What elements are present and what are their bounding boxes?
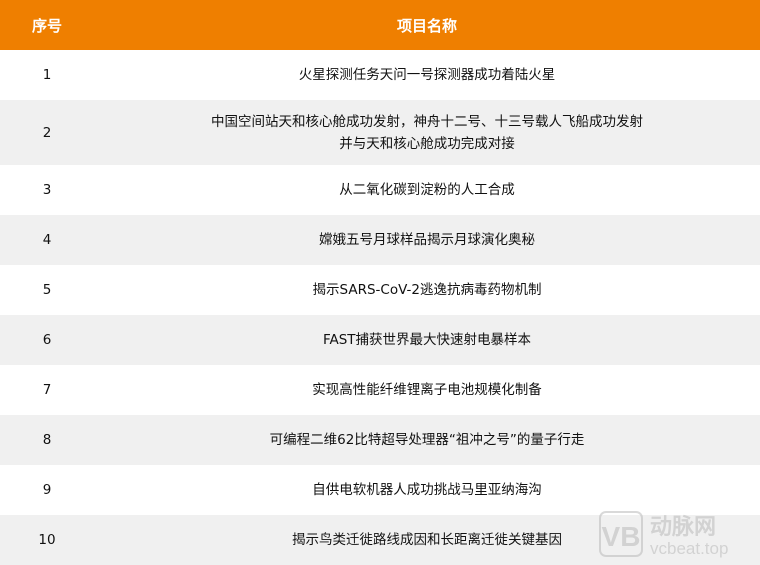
row-project-name: 实现高性能纤维锂离子电池规模化制备 bbox=[94, 365, 760, 415]
table-row: 3 从二氧化碳到淀粉的人工合成 bbox=[0, 165, 760, 215]
row-project-name: 揭示鸟类迁徙路线成因和长距离迁徙关键基因 bbox=[94, 515, 760, 565]
row-number: 5 bbox=[42, 282, 52, 298]
row-project-name: 揭示SARS-CoV-2逃逸抗病毒药物机制 bbox=[94, 265, 760, 315]
table-row: 2 中国空间站天和核心舱成功发射，神舟十二号、十三号载人飞船成功发射 并与天和核心舱… bbox=[0, 100, 760, 165]
header-number: 序号 bbox=[0, 0, 94, 50]
project-name-line: 火星探测任务天问一号探测器成功着陆火星 bbox=[298, 67, 556, 83]
row-project-name: FAST捕获世界最大快速射电暴样本 bbox=[94, 315, 760, 365]
project-name-line: 揭示SARS-CoV-2逃逸抗病毒药物机制 bbox=[312, 282, 542, 298]
project-name-line: 从二氧化碳到淀粉的人工合成 bbox=[339, 182, 515, 198]
project-name-line: FAST捕获世界最大快速射电暴样本 bbox=[322, 332, 532, 348]
project-name-line: 自供电软机器人成功挑战马里亚纳海沟 bbox=[312, 482, 542, 498]
row-project-name: 自供电软机器人成功挑战马里亚纳海沟 bbox=[94, 465, 760, 515]
project-name-line: 揭示鸟类迁徙路线成因和长距离迁徙关键基因 bbox=[292, 532, 562, 548]
row-number: 10 bbox=[0, 515, 94, 565]
row-number: 2 bbox=[0, 100, 94, 165]
table-row: 6 FAST捕获世界最大快速射电暴样本 bbox=[0, 315, 760, 365]
row-number: 1 bbox=[42, 67, 52, 83]
project-name-line: 并与天和核心舱成功完成对接 bbox=[339, 135, 515, 152]
table-row: 7 实现高性能纤维锂离子电池规模化制备 bbox=[0, 365, 760, 415]
row-number: 8 bbox=[0, 415, 94, 465]
project-name-line: 嫦娥五号月球样品揭示月球演化奥秘 bbox=[319, 232, 535, 248]
table-row: 1 火星探测任务天问一号探测器成功着陆火星 bbox=[0, 50, 760, 100]
row-number: 3 bbox=[42, 182, 52, 198]
table-header: 序号 项目名称 bbox=[0, 0, 760, 50]
header-name: 项目名称 bbox=[94, 0, 760, 50]
project-name-line: 实现高性能纤维锂离子电池规模化制备 bbox=[312, 382, 542, 398]
row-number: 9 bbox=[42, 482, 52, 498]
table-row: 5 揭示SARS-CoV-2逃逸抗病毒药物机制 bbox=[0, 265, 760, 315]
row-number: 4 bbox=[0, 215, 94, 265]
table-row: 9 自供电软机器人成功挑战马里亚纳海沟 bbox=[0, 465, 760, 515]
svg-text:动脉网: 动脉网 bbox=[650, 515, 716, 540]
table-row: 4 嫦娥五号月球样品揭示月球演化奥秘 bbox=[0, 215, 760, 265]
vcbeat-watermark-logo: VB 动脉网 vcbeat.top bbox=[599, 511, 728, 558]
svg-text:VB: VB bbox=[602, 521, 641, 552]
row-project-name: 嫦娥五号月球样品揭示月球演化奥秘 bbox=[94, 215, 760, 265]
row-number: 7 bbox=[42, 382, 52, 398]
svg-text:vcbeat.top: vcbeat.top bbox=[650, 539, 728, 558]
row-project-name: 火星探测任务天问一号探测器成功着陆火星 bbox=[94, 50, 760, 100]
row-project-name: 中国空间站天和核心舱成功发射，神舟十二号、十三号载人飞船成功发射 并与天和核心舱成… bbox=[94, 100, 760, 165]
table-row: 8 可编程二维62比特超导处理器“祖冲之号”的量子行走 bbox=[0, 415, 760, 465]
row-number: 6 bbox=[0, 315, 94, 365]
project-name-line: 中国空间站天和核心舱成功发射，神舟十二号、十三号载人飞船成功发射 bbox=[211, 113, 643, 130]
project-name-line: 可编程二维62比特超导处理器“祖冲之号”的量子行走 bbox=[269, 432, 585, 448]
row-project-name: 从二氧化碳到淀粉的人工合成 bbox=[94, 165, 760, 215]
row-project-name: 可编程二维62比特超导处理器“祖冲之号”的量子行走 bbox=[94, 415, 760, 465]
table-row: 10 揭示鸟类迁徙路线成因和长距离迁徙关键基因 bbox=[0, 515, 760, 565]
